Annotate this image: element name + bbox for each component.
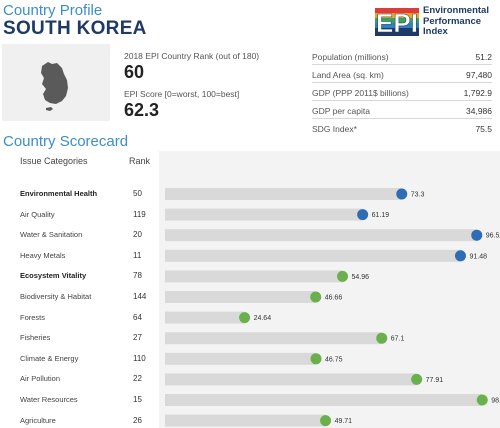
country-stats: Population (millions) 51.2 Land Area (sq… <box>312 47 492 137</box>
score-label: EPI Score [0=worst, 100=best] <box>124 89 240 99</box>
score-point <box>411 373 423 385</box>
row-rank-value: 20 <box>133 230 142 240</box>
logo-line-2: Performance <box>423 15 482 27</box>
stat-label: GDP (PPP 2011$ billions) <box>312 88 409 98</box>
stat-row: GDP (PPP 2011$ billions) 1,792.9 <box>312 83 492 101</box>
score-data-label: 98.22 <box>491 398 500 405</box>
score-point <box>357 209 369 221</box>
score-bar <box>165 208 363 221</box>
score-bar <box>165 270 343 283</box>
stat-row: Land Area (sq. km) 97,480 <box>312 65 492 83</box>
score-point <box>239 312 251 324</box>
stat-label: Population (millions) <box>312 52 389 62</box>
score-data-label: 49.71 <box>335 418 353 425</box>
score-data-label: 61.19 <box>372 212 390 219</box>
stat-value: 51.2 <box>475 52 492 62</box>
logo-wordmark: Environmental Performance Index <box>423 5 489 38</box>
row-category-label: Air Pollution <box>20 374 61 384</box>
country-name: SOUTH KOREA <box>3 18 147 39</box>
row-category-label: Heavy Metals <box>20 250 66 260</box>
row-rank-value: 27 <box>133 333 142 343</box>
epi-logo: EPI Environmental Performance Index <box>375 5 497 40</box>
score-data-label: 73.3 <box>411 192 425 199</box>
score-point <box>376 332 388 344</box>
scorecard-title: Country Scorecard <box>3 133 129 150</box>
score-data-label: 67.1 <box>391 336 405 343</box>
logo-line-1: Environmental <box>423 5 489 16</box>
row-category-label: Water Resources <box>20 395 78 404</box>
row-category-label: Biodiversity & Habitat <box>20 292 92 301</box>
row-rank-value: 119 <box>133 209 146 219</box>
row-category-label: Environmental Health <box>20 189 98 198</box>
score-data-label: 46.66 <box>325 295 343 302</box>
score-point <box>310 353 322 365</box>
score-data-label: 46.75 <box>325 356 343 363</box>
score-bar <box>165 414 326 427</box>
stat-label: Land Area (sq. km) <box>312 70 384 80</box>
rank-label: 2018 EPI Country Rank (out of 180) <box>124 51 260 61</box>
score-data-label: 91.48 <box>469 253 487 260</box>
row-rank-value: 78 <box>133 271 142 281</box>
row-category-label: Agriculture <box>20 415 56 425</box>
score-point <box>471 229 483 241</box>
score-bar <box>165 394 483 406</box>
score-bar <box>165 229 477 242</box>
stat-value: 34,986 <box>466 106 492 116</box>
row-category-label: Climate & Energy <box>20 353 79 363</box>
score-bar <box>165 249 461 262</box>
column-header-issue: Issue Categories <box>20 156 88 166</box>
row-rank-value: 26 <box>133 415 142 425</box>
rank-value: 60 <box>124 62 145 82</box>
row-category-label: Water & Sanitation <box>20 230 83 240</box>
score-data-label: 77.91 <box>426 377 444 384</box>
epi-logo-mark-icon: EPI <box>375 8 419 36</box>
stat-row: Population (millions) 51.2 <box>312 47 492 65</box>
score-data-label: 24.64 <box>254 315 272 322</box>
score-data-label: 54.96 <box>352 274 370 281</box>
score-bar <box>165 373 417 386</box>
score-point <box>396 188 408 200</box>
south-korea-map-icon <box>41 62 68 111</box>
score-bar <box>165 291 316 303</box>
row-category-label: Fisheries <box>20 333 51 343</box>
score-bar <box>165 332 382 345</box>
score-bar <box>165 311 245 324</box>
row-rank-value: 11 <box>133 250 142 260</box>
stat-label: GDP per capita <box>312 106 370 116</box>
row-category-label: Forests <box>20 312 46 322</box>
score-point <box>320 415 332 427</box>
score-bar <box>165 352 317 365</box>
stat-value: 1,792.9 <box>463 88 492 98</box>
logo-line-3: Index <box>423 26 448 37</box>
stat-label: SDG Index* <box>312 124 357 134</box>
logo-mark-text: EPI <box>376 8 418 36</box>
score-bar <box>165 188 402 200</box>
row-category-label: Ecosystem Vitality <box>20 271 87 281</box>
stat-value: 75.5 <box>475 124 492 134</box>
row-rank-value: 22 <box>133 374 142 384</box>
row-rank-value: 110 <box>133 353 146 363</box>
score-point <box>476 394 488 406</box>
row-category-label: Air Quality <box>20 209 55 219</box>
score-point <box>454 250 466 262</box>
stat-row: SDG Index* 75.5 <box>312 119 492 137</box>
profile-heading: Country Profile <box>3 2 103 19</box>
row-rank-value: 64 <box>133 312 142 322</box>
score-point <box>310 291 322 303</box>
score-data-label: 96.52 <box>486 233 500 240</box>
column-header-rank: Rank <box>129 156 151 166</box>
stat-row: GDP per capita 34,986 <box>312 101 492 119</box>
country-map <box>2 44 110 121</box>
stat-value: 97,480 <box>466 70 492 80</box>
row-rank-value: 15 <box>133 395 142 404</box>
score-point <box>337 270 349 282</box>
score-value: 62.3 <box>124 100 160 120</box>
row-rank-value: 50 <box>133 189 142 198</box>
row-rank-value: 144 <box>133 292 147 301</box>
